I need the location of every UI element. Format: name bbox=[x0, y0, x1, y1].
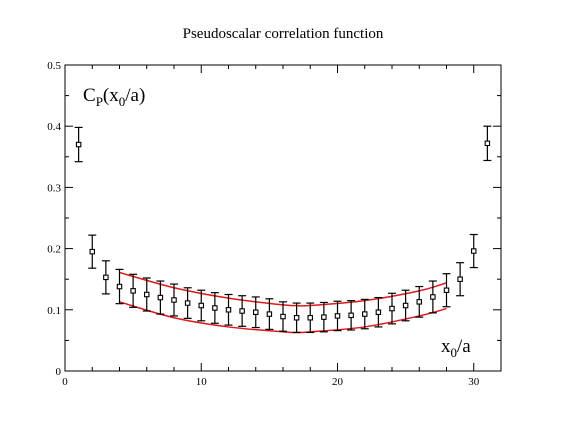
data-point bbox=[156, 280, 165, 315]
data-point bbox=[183, 287, 192, 319]
point-marker bbox=[157, 294, 164, 301]
point-marker bbox=[239, 308, 245, 314]
point-marker bbox=[225, 307, 232, 313]
x-tick-label: 20 bbox=[332, 376, 344, 388]
chart-title: Pseudoscalar correlation function bbox=[183, 26, 384, 42]
data-point bbox=[88, 234, 97, 269]
data-point bbox=[129, 273, 138, 308]
data-point bbox=[456, 262, 465, 297]
data-point bbox=[292, 302, 301, 334]
point-marker bbox=[198, 302, 205, 309]
y-tick-label: 0 bbox=[56, 366, 62, 378]
y-label-rest: (x bbox=[103, 85, 119, 106]
data-point bbox=[347, 300, 356, 331]
point-marker bbox=[144, 291, 150, 298]
point-marker bbox=[266, 311, 273, 317]
data-point bbox=[360, 298, 369, 330]
data-point bbox=[115, 268, 124, 305]
axis-ticks: 0 10 20 30 0 0.1 0.2 0.3 0.4 0.5 bbox=[47, 60, 502, 388]
data-point bbox=[74, 126, 83, 163]
data-point bbox=[251, 296, 260, 329]
data-point bbox=[170, 283, 178, 317]
y-tick-label: 0.1 bbox=[47, 305, 61, 317]
y-label-tail: /a) bbox=[125, 85, 145, 106]
point-marker bbox=[443, 287, 450, 293]
point-marker bbox=[184, 300, 191, 306]
data-point bbox=[279, 301, 287, 332]
point-marker bbox=[171, 297, 177, 303]
data-point bbox=[224, 293, 233, 326]
data-point bbox=[101, 260, 110, 295]
data-point bbox=[142, 277, 151, 312]
y-tick-label: 0.3 bbox=[47, 182, 61, 194]
point-marker bbox=[321, 314, 327, 320]
x-label-main: x bbox=[441, 336, 451, 357]
data-point bbox=[238, 295, 247, 327]
data-point bbox=[401, 289, 410, 322]
data-point bbox=[265, 298, 274, 330]
data-point bbox=[388, 292, 396, 325]
point-marker bbox=[280, 313, 286, 320]
y-axis-label: CP(x0/a) bbox=[83, 85, 145, 109]
data-point bbox=[197, 289, 206, 322]
point-marker bbox=[430, 294, 436, 300]
point-marker bbox=[307, 315, 313, 321]
y-tick-label: 0.5 bbox=[47, 60, 61, 72]
point-marker bbox=[103, 274, 109, 281]
y-label-sub: P bbox=[96, 94, 103, 109]
point-marker bbox=[484, 140, 491, 147]
point-marker bbox=[389, 305, 395, 312]
data-point bbox=[210, 292, 219, 324]
x-tick-label: 30 bbox=[468, 376, 480, 388]
point-marker bbox=[402, 302, 409, 309]
point-marker bbox=[348, 312, 354, 319]
point-marker bbox=[457, 276, 463, 282]
data-point bbox=[306, 302, 315, 334]
data-point bbox=[415, 285, 424, 318]
y-label-sub2: 0 bbox=[119, 94, 126, 109]
data-point bbox=[428, 280, 437, 314]
data-point bbox=[333, 300, 342, 332]
y-label-main: C bbox=[83, 85, 96, 106]
point-marker bbox=[416, 299, 422, 305]
y-tick-label: 0.2 bbox=[47, 244, 61, 256]
point-marker bbox=[89, 248, 96, 255]
x-label-tail: /a bbox=[457, 336, 471, 357]
point-marker bbox=[75, 141, 82, 148]
data-point bbox=[483, 125, 492, 162]
point-marker bbox=[130, 288, 136, 294]
x-axis-label: x0/a bbox=[441, 336, 471, 360]
data-point bbox=[374, 296, 383, 328]
data-points bbox=[74, 125, 492, 334]
point-marker bbox=[470, 248, 477, 254]
point-marker bbox=[334, 313, 341, 319]
data-point bbox=[319, 301, 328, 333]
x-tick-label: 0 bbox=[62, 376, 68, 388]
x-label-sub: 0 bbox=[451, 345, 458, 360]
point-marker bbox=[212, 305, 218, 311]
data-point bbox=[442, 273, 451, 308]
point-marker bbox=[116, 283, 123, 290]
point-marker bbox=[293, 315, 300, 321]
point-marker bbox=[361, 311, 368, 317]
x-tick-label: 10 bbox=[196, 376, 208, 388]
point-marker bbox=[375, 309, 382, 315]
point-marker bbox=[253, 309, 259, 315]
data-point bbox=[469, 233, 478, 269]
y-tick-label: 0.4 bbox=[47, 121, 61, 133]
